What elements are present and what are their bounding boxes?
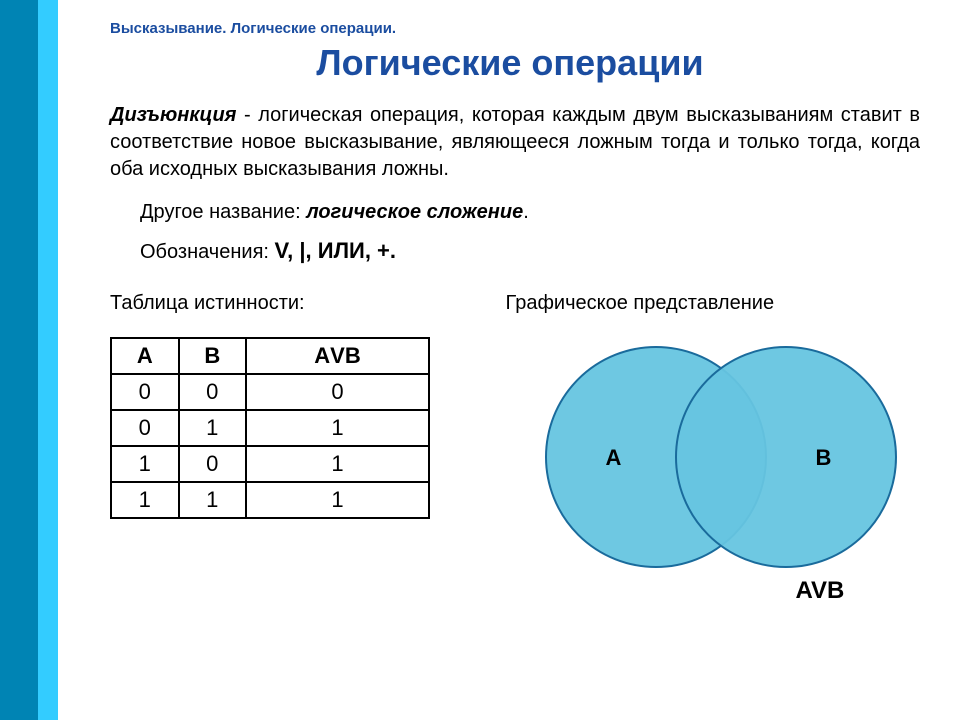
table-cell: 1 (246, 446, 429, 482)
alt-name-prefix: Другое название: (140, 201, 306, 223)
columns: Таблица истинности: АВАVВ 000011101111 Г… (80, 292, 940, 617)
notation-prefix: Обозначения: (140, 241, 275, 263)
table-cell: 0 (111, 374, 179, 410)
column-left: Таблица истинности: АВАVВ 000011101111 (110, 292, 466, 617)
table-cell: 1 (179, 410, 247, 446)
alt-name-value: логическое сложение (306, 201, 523, 223)
slide-subtitle: Высказывание. Логические операции. (110, 20, 940, 37)
notation-value: V, |, ИЛИ, +. (275, 238, 397, 263)
table-cell: 0 (179, 374, 247, 410)
table-cell: 0 (179, 446, 247, 482)
table-header: АVВ (246, 338, 429, 374)
notation-line: Обозначения: V, |, ИЛИ, +. (80, 238, 940, 264)
alt-name-suffix: . (523, 201, 529, 223)
table-header: А (111, 338, 179, 374)
table-row: 111 (111, 482, 429, 518)
definition-term: Дизъюнкция (110, 104, 236, 126)
venn-label: Графическое представление (506, 292, 941, 315)
table-row: 101 (111, 446, 429, 482)
table-row: 000 (111, 374, 429, 410)
table-cell: 1 (111, 482, 179, 518)
alt-name-line: Другое название: логическое сложение. (80, 201, 940, 224)
venn-label-a: A (606, 445, 622, 471)
sidebar-stripe-light (38, 0, 58, 720)
venn-diagram: A B AVB (506, 337, 926, 617)
truth-table-label: Таблица истинности: (110, 292, 466, 315)
table-cell: 1 (246, 482, 429, 518)
venn-label-b: B (816, 445, 832, 471)
column-right: Графическое представление A B AVB (506, 292, 941, 617)
slide-title: Логические операции (80, 42, 940, 84)
table-row: 011 (111, 410, 429, 446)
table-cell: 0 (111, 410, 179, 446)
slide-content: Высказывание. Логические операции. Логич… (80, 20, 940, 617)
sidebar-stripe-dark (0, 0, 38, 720)
table-cell: 1 (179, 482, 247, 518)
venn-svg (506, 337, 926, 577)
table-header: В (179, 338, 247, 374)
venn-label-avb: AVB (796, 577, 845, 605)
truth-table: АВАVВ 000011101111 (110, 337, 430, 519)
table-cell: 1 (111, 446, 179, 482)
table-cell: 1 (246, 410, 429, 446)
table-cell: 0 (246, 374, 429, 410)
definition-text: Дизъюнкция - логическая операция, котора… (80, 102, 940, 183)
